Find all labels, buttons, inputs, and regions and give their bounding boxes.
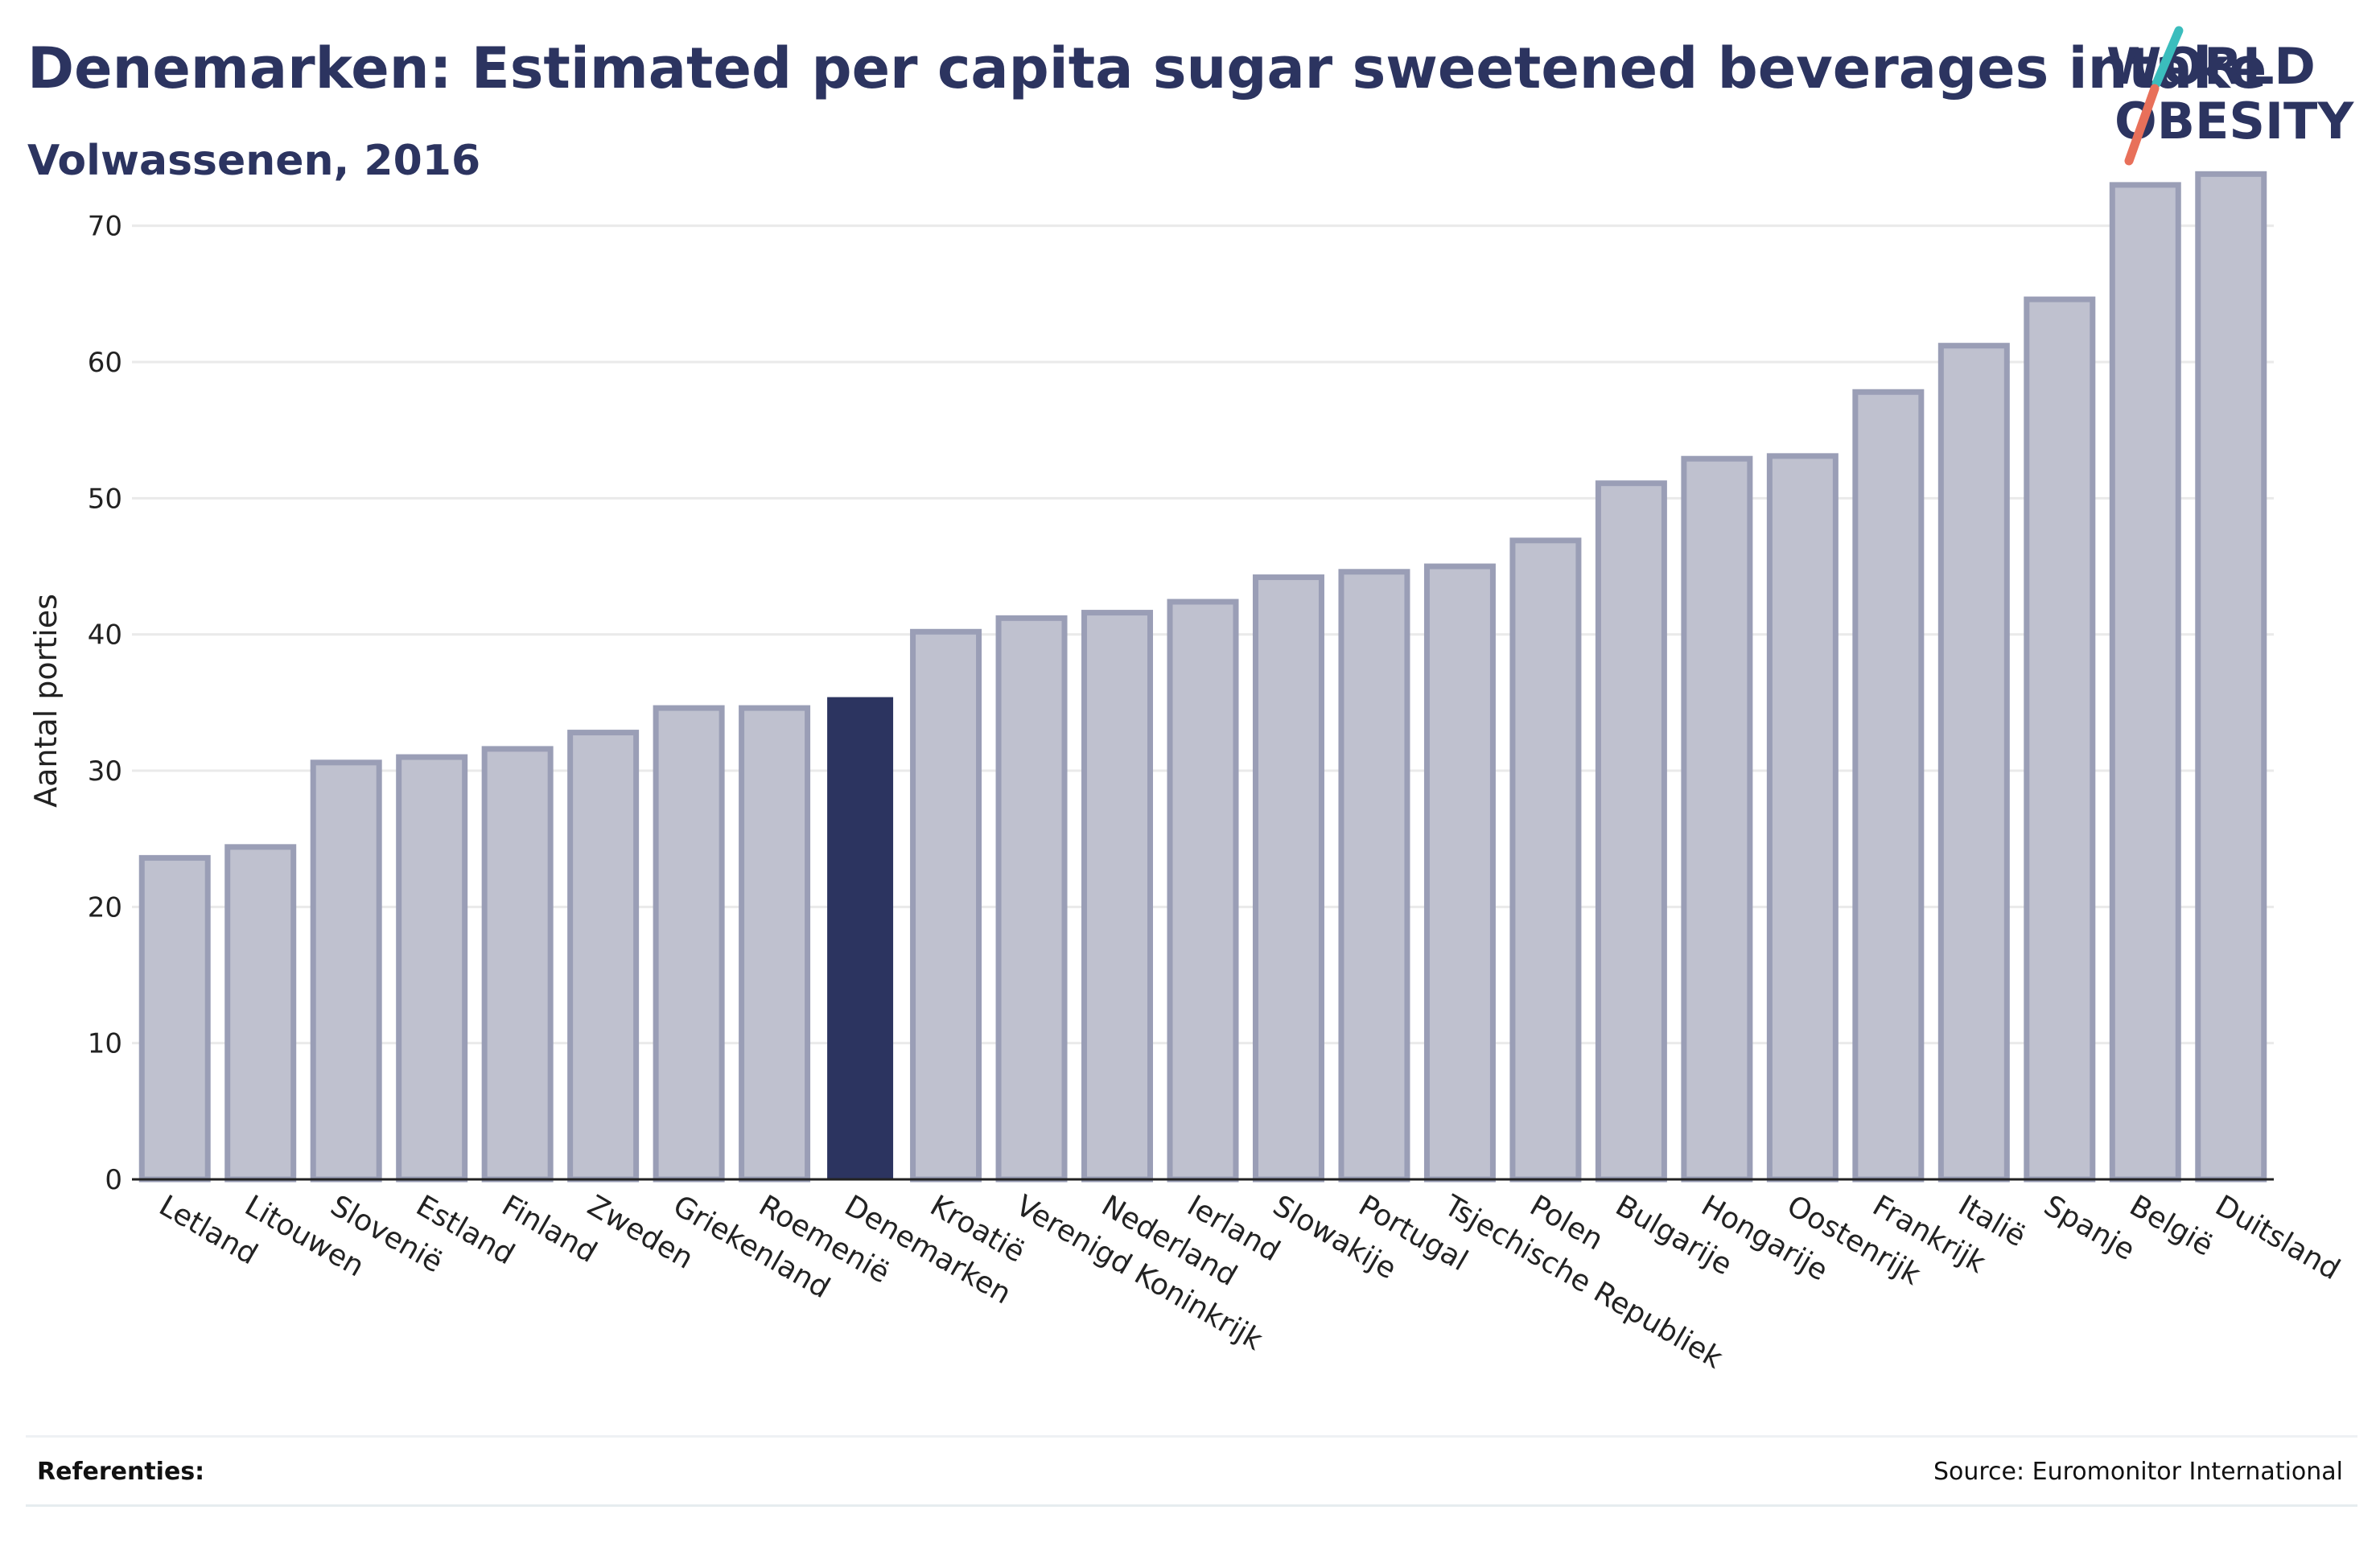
bar-ierland — [1167, 599, 1239, 1183]
bar-portugal — [1338, 569, 1410, 1183]
bar-letland — [138, 854, 211, 1183]
x-tick-label: Finland — [496, 1189, 603, 1269]
references-label: Referenties: — [37, 1458, 205, 1486]
bar-oostenrijk — [1766, 453, 1839, 1183]
y-tick-label: 60 — [88, 347, 122, 379]
bar-belgië — [2109, 182, 2181, 1183]
chart-title: Denemarken: Estimated per capita sugar s… — [27, 35, 2267, 101]
x-tick-label: Duitsland — [2209, 1189, 2345, 1286]
y-tick-label: 0 — [105, 1164, 122, 1196]
bar-kroatië — [910, 628, 982, 1183]
bar-finland — [481, 746, 554, 1183]
bar-tsjechische-republiek — [1423, 563, 1496, 1183]
bar-roemenië — [739, 705, 811, 1183]
bar-duitsland — [2195, 171, 2267, 1183]
x-tick-label: België — [2124, 1189, 2218, 1262]
bar-zweden — [567, 730, 640, 1183]
bar-spanje — [2024, 296, 2096, 1183]
footer-divider-bottom — [26, 1504, 2357, 1507]
footer-divider-top — [26, 1435, 2357, 1438]
bar-nederland — [1081, 610, 1154, 1183]
bar-frankrijk — [1852, 389, 1925, 1183]
y-tick-label: 30 — [88, 755, 122, 788]
y-axis-title: Aantal porties — [28, 594, 64, 808]
bar-litouwen — [224, 844, 297, 1183]
bar-hongarije — [1681, 455, 1753, 1183]
bar-slowakije — [1252, 574, 1324, 1183]
y-tick-labels: 0 10 20 30 40 50 60 70 — [88, 211, 122, 1196]
source-note: Source: Euromonitor International — [1933, 1458, 2343, 1486]
bar-bulgarije — [1595, 480, 1667, 1183]
x-tick-labels: LetlandLitouwenSloveniëEstlandFinlandZwe… — [154, 1189, 2345, 1376]
chart-subtitle: Volwassenen, 2016 — [27, 137, 481, 185]
logo-word-world: WORLD — [2106, 37, 2316, 96]
y-tick-label: 40 — [88, 619, 122, 652]
bar-griekenland — [653, 705, 725, 1183]
bars — [138, 171, 2267, 1183]
x-tick-label: Spanje — [2038, 1189, 2140, 1267]
y-tick-label: 50 — [88, 483, 122, 515]
bar-slovenië — [310, 759, 382, 1183]
bar-denemarken — [827, 697, 894, 1179]
logo-slash-teal — [2151, 26, 2184, 88]
y-tick-label: 70 — [88, 211, 122, 243]
y-tick-label: 20 — [88, 891, 122, 924]
x-tick-label: Letland — [154, 1189, 263, 1271]
bar-polen — [1509, 537, 1582, 1183]
world-obesity-logo: WORLD OBESITY — [2106, 26, 2354, 166]
bar-estland — [396, 754, 468, 1183]
bar-chart: 0 10 20 30 40 50 60 70 LetlandLitouwenSloveniëE… — [28, 171, 2345, 1376]
logo-slash-coral — [2124, 84, 2160, 166]
y-tick-label: 10 — [88, 1028, 122, 1060]
bar-verenigd-koninkrijk — [995, 615, 1068, 1183]
bar-italië — [1937, 343, 2010, 1183]
